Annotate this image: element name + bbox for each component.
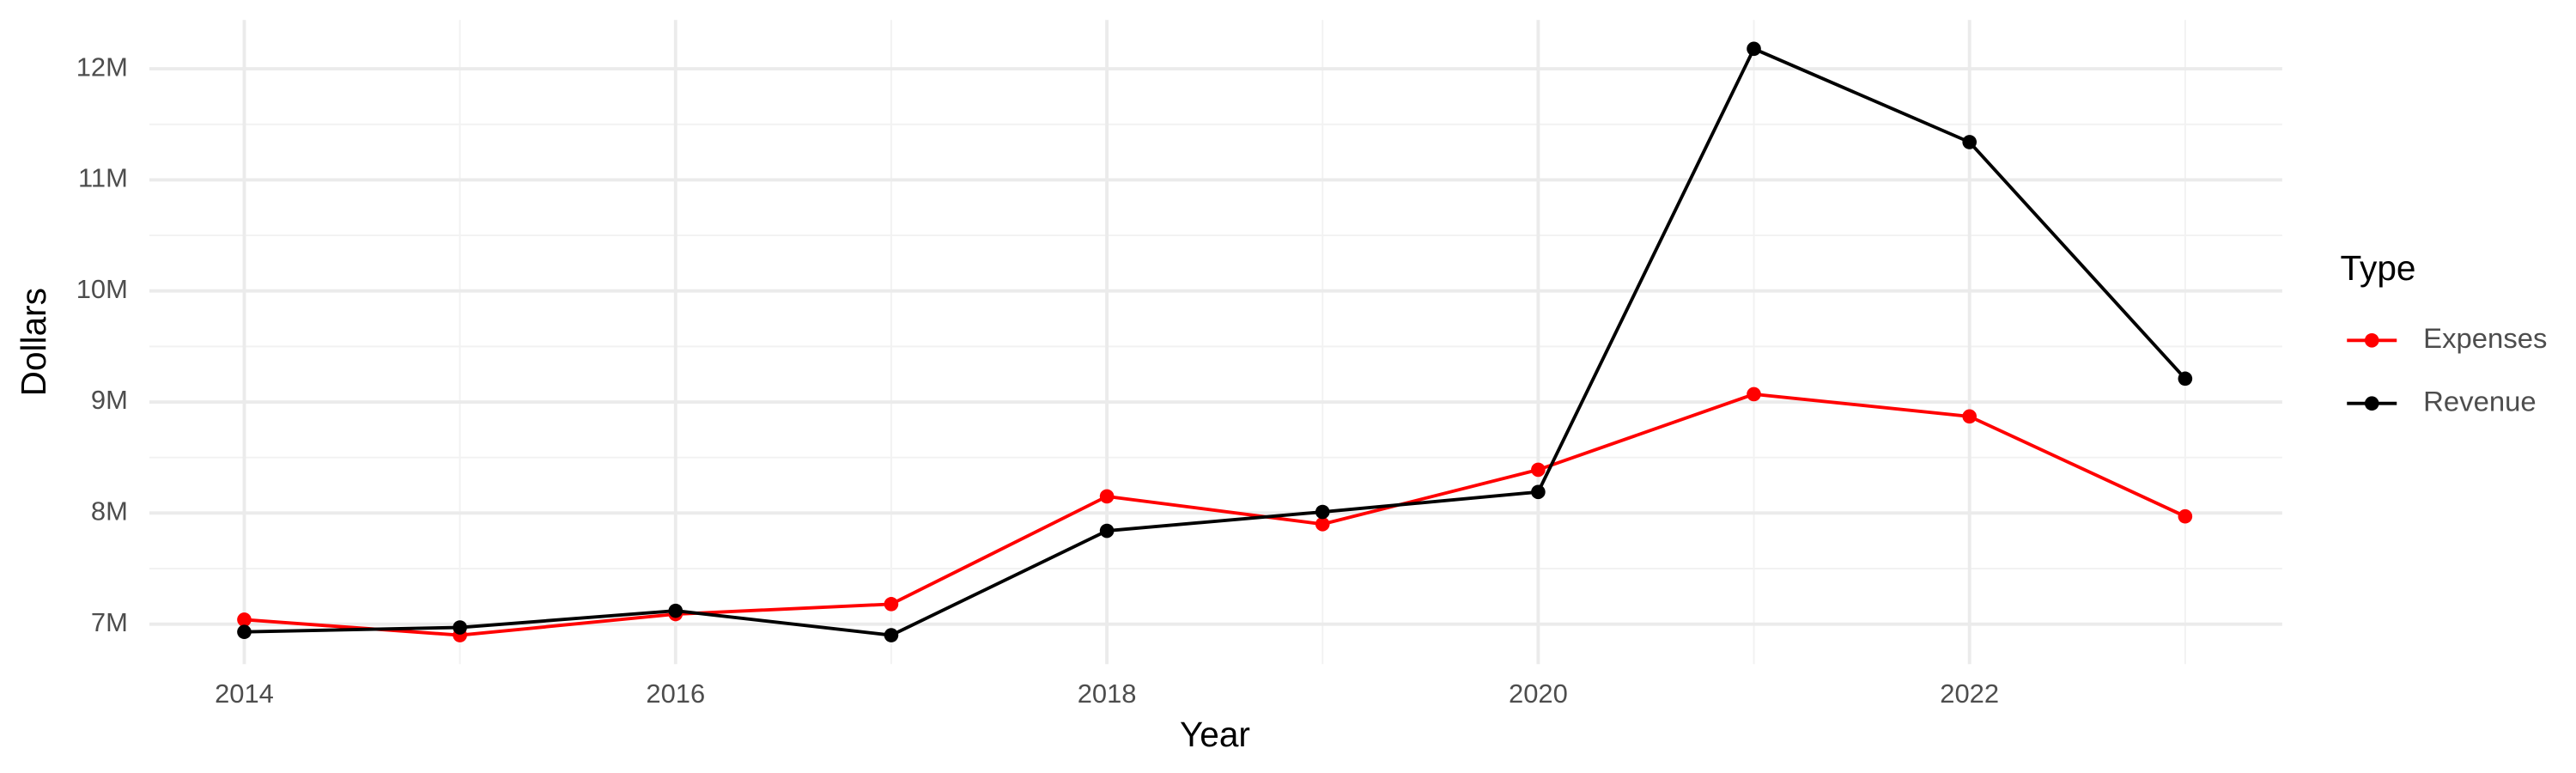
y-tick-label: 12M xyxy=(76,52,128,82)
data-point xyxy=(884,597,899,612)
data-point xyxy=(1099,489,1115,504)
data-point xyxy=(237,612,252,627)
data-point xyxy=(1315,516,1330,532)
legend-title: Type xyxy=(2341,248,2416,288)
data-point xyxy=(2178,371,2193,386)
data-point xyxy=(884,628,899,642)
legend-marker xyxy=(2364,396,2379,411)
data-point xyxy=(453,620,467,635)
data-point xyxy=(1747,41,1761,57)
y-tick-label: 7M xyxy=(91,607,128,637)
data-point xyxy=(237,624,252,640)
y-tick-label: 8M xyxy=(91,496,128,526)
x-tick-label: 2014 xyxy=(215,679,274,709)
y-tick-label: 11M xyxy=(78,163,128,193)
data-point xyxy=(668,603,683,618)
data-point xyxy=(1531,462,1546,478)
x-axis-title: Year xyxy=(1180,715,1250,754)
data-point xyxy=(1747,386,1761,402)
data-point xyxy=(1099,523,1115,539)
legend-label: Revenue xyxy=(2423,385,2537,417)
legend-label: Expenses xyxy=(2423,322,2547,354)
data-point xyxy=(1531,484,1546,500)
data-point xyxy=(1962,135,1978,149)
series-line xyxy=(244,393,2186,637)
y-tick-label: 10M xyxy=(76,274,128,304)
data-point xyxy=(1962,409,1978,424)
x-tick-label: 2022 xyxy=(1940,679,1999,709)
y-tick-label: 9M xyxy=(91,385,128,415)
x-tick-label: 2018 xyxy=(1078,679,1137,709)
series-line xyxy=(244,46,2187,637)
legend-marker xyxy=(2364,332,2379,348)
y-axis-title: Dollars xyxy=(14,288,53,396)
data-point xyxy=(2178,508,2193,524)
x-tick-label: 2016 xyxy=(646,679,705,709)
data-point xyxy=(1315,504,1330,520)
x-tick-label: 2020 xyxy=(1509,679,1568,709)
